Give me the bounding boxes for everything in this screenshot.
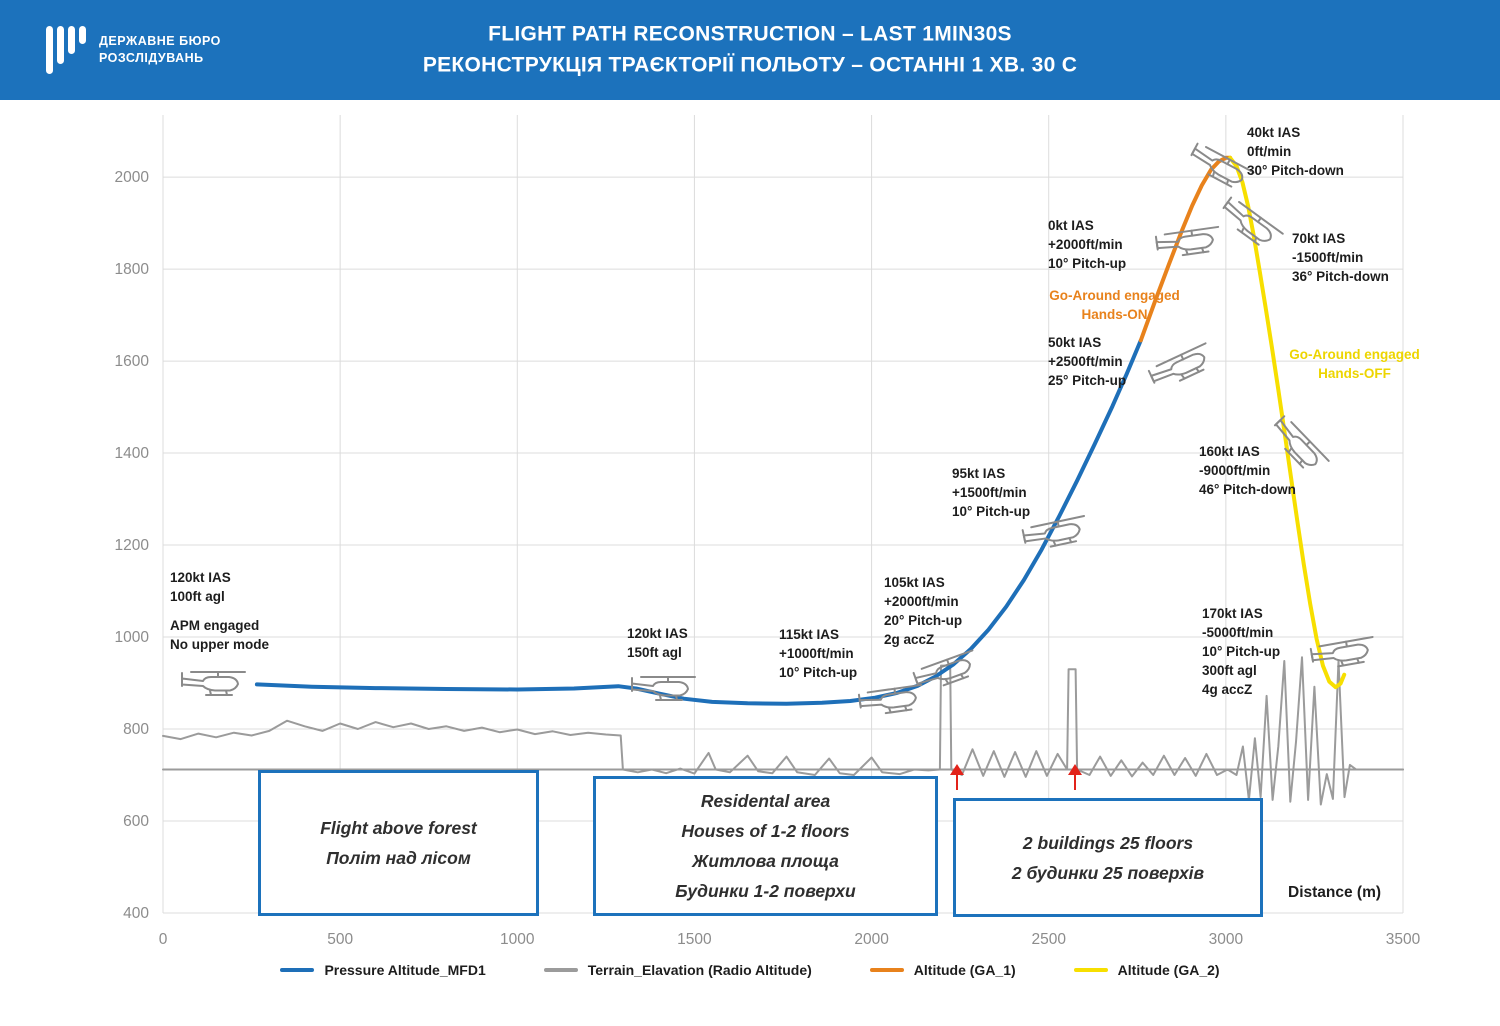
legend-swatch-blue-line <box>280 968 315 972</box>
chart-legend: Pressure Altitude_MFD1 Terrain_Elavation… <box>0 962 1500 978</box>
y-tick-label: 1800 <box>115 261 150 278</box>
dbr-logo-icon <box>46 26 86 74</box>
legend-item-pressure-altitude: Pressure Altitude_MFD1 <box>280 962 486 978</box>
y-tick-label: 1000 <box>115 629 150 646</box>
logo-bar <box>46 26 53 74</box>
annotation-95kt: 95kt IAS +1500ft/min 10° Pitch-up <box>952 466 1031 519</box>
annotation-50kt: 50kt IAS +2500ft/min 25° Pitch-up <box>1048 335 1127 388</box>
helicopter-icon <box>181 671 246 696</box>
logo-bar <box>57 26 64 64</box>
arrow-head <box>1068 764 1082 775</box>
annotation-go-around-hands-on: Go-Around engaged Hands-ON <box>1049 288 1180 322</box>
annotation-120kt-150ft: 120kt IAS 150ft agl <box>627 626 688 660</box>
area-box-buildings: 2 buildings 25 floors 2 будинки 25 повер… <box>953 798 1263 917</box>
legend-swatch-gray-line <box>543 968 578 972</box>
y-tick-label: 2000 <box>115 169 150 186</box>
legend-swatch-orange-line <box>869 968 904 972</box>
annotation-0kt: 0kt IAS +2000ft/min 10° Pitch-up <box>1048 218 1127 271</box>
y-tick-label: 600 <box>123 813 149 830</box>
annotation-70kt: 70kt IAS -1500ft/min 36° Pitch-down <box>1292 231 1389 284</box>
annotation-120kt-100ft: 120kt IAS 100ft agl <box>170 570 231 604</box>
legend-label: Altitude (GA_2) <box>1117 962 1220 978</box>
logo-text: ДЕРЖАВНЕ БЮРО РОЗСЛІДУВАНЬ <box>99 33 221 67</box>
y-tick-label: 1400 <box>115 445 150 462</box>
series-line-pressure-altitude <box>254 338 1143 706</box>
header-bar: ДЕРЖАВНЕ БЮРО РОЗСЛІДУВАНЬ FLIGHT PATH R… <box>0 0 1500 100</box>
area-box-forest: Flight above forest Політ над лісом <box>258 770 539 916</box>
helicopter-icon <box>1021 515 1090 553</box>
dbr-logo: ДЕРЖАВНЕ БЮРО РОЗСЛІДУВАНЬ <box>46 26 221 74</box>
annotation-40kt: 40kt IAS 0ft/min 30° Pitch-down <box>1247 125 1344 178</box>
annotation-go-around-hands-off: Go-Around engaged Hands-OFF <box>1289 347 1420 381</box>
annotation-115kt: 115kt IAS +1000ft/min 10° Pitch-up <box>779 627 858 680</box>
building-arrow-icon <box>1068 764 1082 790</box>
y-tick-label: 1600 <box>115 353 150 370</box>
helicopter-icon <box>912 649 982 695</box>
arrow-stem <box>1073 775 1077 790</box>
logo-text-line2: РОЗСЛІДУВАНЬ <box>99 51 204 65</box>
arrow-head <box>950 764 964 775</box>
legend-swatch-yellow-line <box>1073 968 1108 972</box>
annotation-apm-engaged: APM engaged No upper mode <box>170 618 270 652</box>
area-box-residential: Residental area Houses of 1-2 floors Жит… <box>593 776 938 916</box>
legend-label: Terrain_Elavation (Radio Altitude) <box>587 962 812 978</box>
x-axis-label: Distance (m) <box>1288 884 1382 901</box>
annotation-160kt: 160kt IAS -9000ft/min 46° Pitch-down <box>1199 444 1296 497</box>
x-tick-label: 2000 <box>854 931 889 948</box>
logo-bar <box>68 26 75 54</box>
y-tick-label: 800 <box>123 721 149 738</box>
x-tick-label: 3500 <box>1386 931 1421 948</box>
x-tick-label: 0 <box>159 931 168 948</box>
title-english: FLIGHT PATH RECONSTRUCTION – LAST 1MIN30… <box>488 22 1012 46</box>
x-tick-label: 1500 <box>677 931 712 948</box>
logo-bar <box>79 26 86 44</box>
legend-item-terrain: Terrain_Elavation (Radio Altitude) <box>543 962 812 978</box>
annotation-105kt: 105kt IAS +2000ft/min 20° Pitch-up 2g ac… <box>884 575 963 647</box>
x-tick-label: 3000 <box>1209 931 1244 948</box>
x-tick-label: 2500 <box>1031 931 1066 948</box>
arrow-stem <box>955 775 959 790</box>
legend-label: Altitude (GA_1) <box>913 962 1016 978</box>
legend-label: Pressure Altitude_MFD1 <box>324 962 486 978</box>
series-line-altitude-ga2 <box>1228 155 1347 690</box>
logo-text-line1: ДЕРЖАВНЕ БЮРО <box>99 34 221 48</box>
annotation-170kt: 170kt IAS -5000ft/min 10° Pitch-up 300ft… <box>1202 606 1281 697</box>
helicopter-icon <box>1309 635 1378 672</box>
helicopter-icon <box>1154 225 1223 260</box>
x-tick-label: 1000 <box>500 931 535 948</box>
page-title: FLIGHT PATH RECONSTRUCTION – LAST 1MIN30… <box>120 23 1380 78</box>
series-line-altitude-ga1 <box>1138 155 1233 343</box>
title-ukrainian: РЕКОНСТРУКЦІЯ ТРАЄКТОРІЇ ПОЛЬОТУ – ОСТАН… <box>422 53 1078 77</box>
y-tick-label: 1200 <box>115 537 150 554</box>
helicopter-icon <box>1147 342 1217 392</box>
legend-item-ga1: Altitude (GA_1) <box>869 962 1016 978</box>
y-tick-label: 400 <box>123 905 149 922</box>
helicopter-icon <box>857 683 926 718</box>
building-arrow-icon <box>950 764 964 790</box>
legend-item-ga2: Altitude (GA_2) <box>1073 962 1220 978</box>
x-tick-label: 500 <box>327 931 353 948</box>
